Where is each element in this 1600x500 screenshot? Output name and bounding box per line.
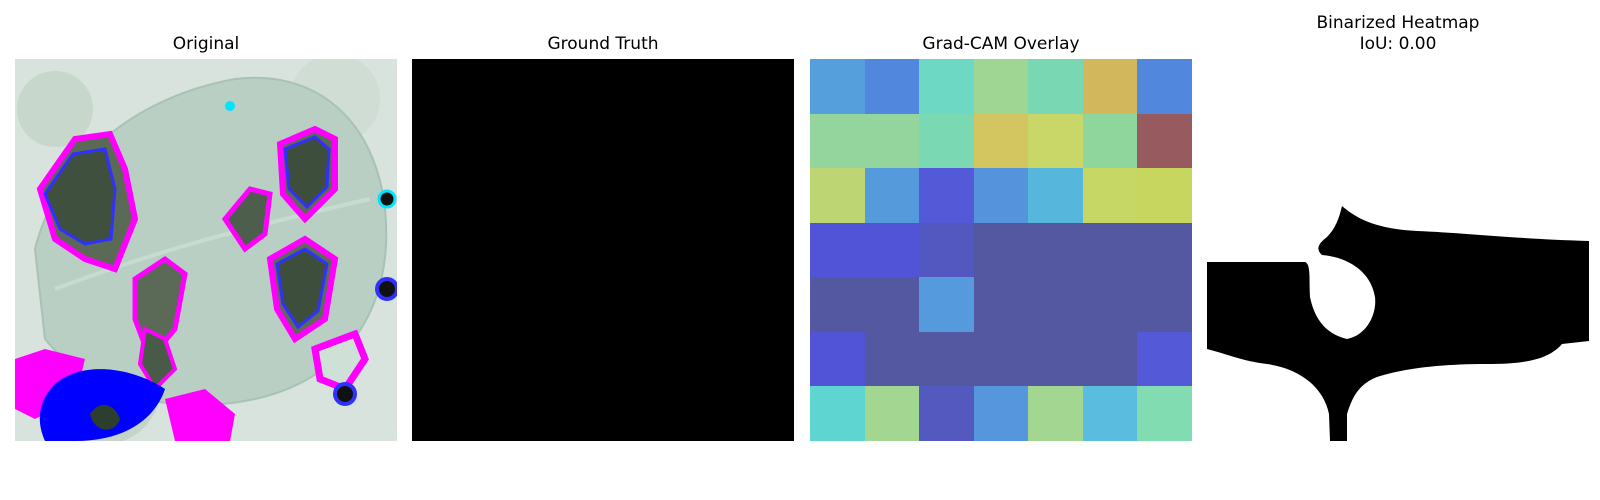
leaf-image [15,59,397,441]
gradcam-cell [864,168,920,223]
gradcam-cell [1137,386,1192,441]
gradcam-cell [810,277,865,332]
gradcam-cell [1082,113,1138,169]
gradcam-cell [1082,59,1138,114]
binary-mask [1207,206,1589,441]
gradcam-cell [919,222,974,278]
gradcam-cell [919,331,974,387]
gradcam-cell [810,113,865,169]
gradcam-cell [810,168,865,223]
gradcam-cell [973,59,1029,114]
gradcam-cell [973,386,1029,441]
gradcam-cell [1082,222,1138,278]
gradcam-cell [864,277,920,332]
binarized-title: Binarized Heatmap [1316,13,1480,33]
gradcam-cell [1028,222,1083,278]
gradcam-cell [1137,113,1192,169]
gradcam-cell [973,331,1029,387]
gradcam-cell [864,386,920,441]
gradcam-cell [1028,331,1083,387]
gradcam-cell [1082,277,1138,332]
binarized-heatmap [1207,59,1589,441]
gradcam-grid [810,59,1192,441]
gradcam-cell [919,113,974,169]
gradcam-cell [973,168,1029,223]
gradcam-title: Grad-CAM Overlay [922,34,1080,54]
gradcam-cell [1028,168,1083,223]
gradcam-cell [919,386,974,441]
gradcam-cell [810,331,865,387]
gradcam-cell [864,113,920,169]
gradcam-cell [1137,277,1192,332]
gradcam-cell [919,59,974,114]
gradcam-cell [810,59,865,114]
gradcam-cell [1137,168,1192,223]
gradcam-cell [919,277,974,332]
gradcam-cell [1028,113,1083,169]
gradcam-cell [864,59,920,114]
gradcam-cell [919,168,974,223]
gradcam-cell [1082,168,1138,223]
gradcam-cell [1028,59,1083,114]
gradcam-cell [1082,386,1138,441]
iou-label: IoU: 0.00 [1359,34,1437,54]
ground-truth-mask [412,59,794,441]
original-title: Original [172,34,240,54]
gradcam-cell [810,222,865,278]
ground-truth-title: Ground Truth [547,34,659,54]
gradcam-cell [1137,222,1192,278]
gradcam-cell [1137,331,1192,387]
gradcam-cell [864,222,920,278]
gradcam-cell [1082,331,1138,387]
gradcam-cell [1028,386,1083,441]
gradcam-cell [973,277,1029,332]
gradcam-overlay [810,59,1192,441]
gradcam-cell [810,386,865,441]
gradcam-cell [1137,59,1192,114]
gradcam-cell [864,331,920,387]
original-image [15,59,397,441]
gradcam-cell [973,113,1029,169]
gradcam-cell [973,222,1029,278]
gradcam-cell [1028,277,1083,332]
